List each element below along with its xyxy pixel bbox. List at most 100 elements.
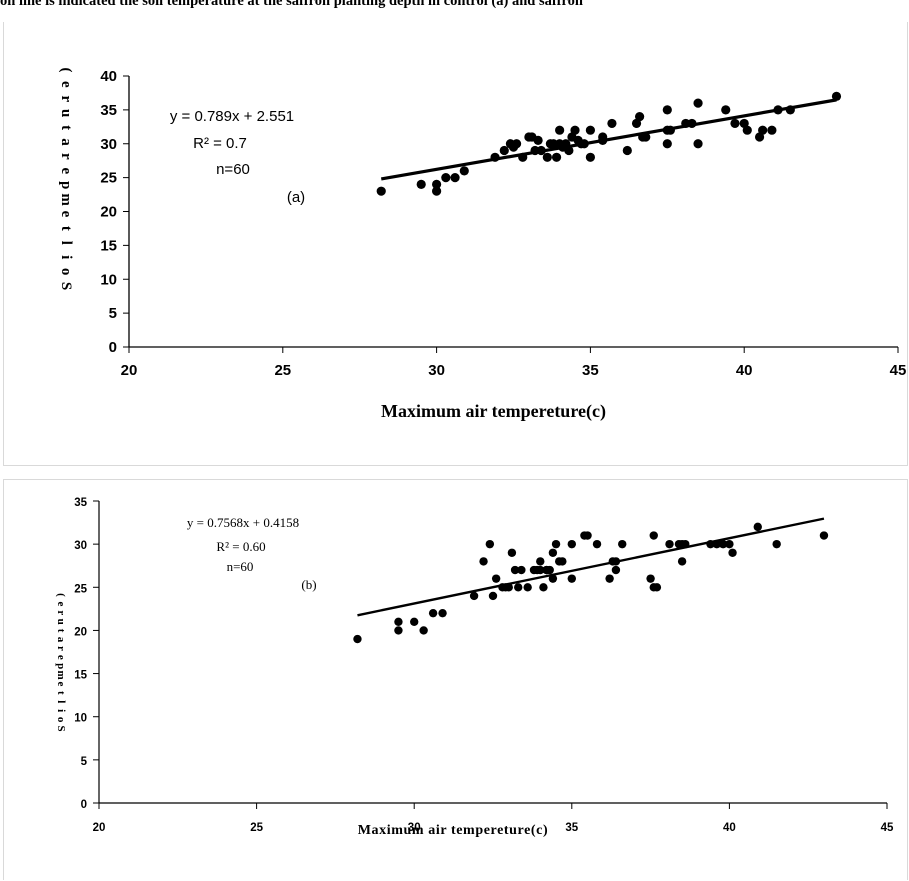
chart-a-data-point xyxy=(545,139,556,149)
chart-b-data-point xyxy=(488,591,498,601)
chart-a-data-point xyxy=(662,139,672,149)
chart-a-data-point xyxy=(570,125,580,135)
chart-a-data-point xyxy=(555,125,565,135)
chart-b-data-point xyxy=(532,565,542,575)
chart-a-y-tick-label: 5 xyxy=(109,305,117,322)
chart-b-data-point xyxy=(649,531,658,540)
chart-a-data-point xyxy=(508,142,519,152)
chart-a-y-axis-label-char: r xyxy=(58,95,74,102)
chart-b-data-point xyxy=(753,522,762,532)
chart-a-y-tick-label: 0 xyxy=(109,339,117,356)
chart-b-data-point xyxy=(394,626,403,635)
chart-a-y-axis-label-char: i xyxy=(58,255,74,259)
chart-b-data-point xyxy=(469,591,479,601)
chart-b-data-point xyxy=(608,557,617,566)
chart-a-y-axis-label-char: t xyxy=(58,226,74,231)
chart-a-x-tick-label: 25 xyxy=(274,362,291,379)
chart-a-x-tick-label: 35 xyxy=(582,362,599,379)
chart-b-data-point xyxy=(523,583,532,592)
chart-b-data-point xyxy=(728,548,737,557)
chart-a-data-point xyxy=(767,125,777,135)
chart-b-data-point xyxy=(514,583,523,592)
chart-a-data-point xyxy=(662,105,672,115)
chart-b-y-axis-label-char: p xyxy=(55,663,67,669)
chart-a-data-point xyxy=(693,98,703,108)
chart-a-data-point xyxy=(585,125,596,135)
chart-b-data-point xyxy=(551,539,561,549)
chart-b-data-point xyxy=(491,574,501,583)
chart-a-y-axis-label-char: u xyxy=(58,109,74,117)
chart-a-data-point xyxy=(758,125,768,135)
chart-b-data-point xyxy=(605,574,614,583)
chart-a-data-point xyxy=(490,152,500,162)
chart-b-x-tick-label: 40 xyxy=(723,822,736,834)
chart-a-y-axis-label-char: S xyxy=(58,282,74,290)
chart-b-data-point xyxy=(410,617,419,626)
chart-b-data-point xyxy=(479,557,488,566)
chart-b-y-axis-label-char: t xyxy=(55,691,67,695)
chart-b-data-point xyxy=(353,634,362,644)
chart-b-data-point xyxy=(539,583,548,592)
chart-b-y-axis-label-char: r xyxy=(55,610,67,615)
chart-a-y-axis-label-char: e xyxy=(58,81,74,88)
chart-a-annotation: R² = 0.7 xyxy=(193,135,247,152)
chart-a-trendline xyxy=(380,98,837,181)
chart-a-data-point xyxy=(773,105,783,115)
chart-a-y-axis-label-char: o xyxy=(58,268,74,276)
chart-a-frame xyxy=(3,22,908,466)
chart-b-y-axis-label-char: l xyxy=(55,700,67,703)
chart-a-annotation: (a) xyxy=(287,189,305,206)
chart-b-data-point xyxy=(507,548,517,557)
chart-a-y-axis-label-char: a xyxy=(58,138,74,146)
chart-b-y-axis-label-char: o xyxy=(55,717,67,723)
chart-b-data-point xyxy=(504,583,513,592)
chart-b-y-axis-label-char: e xyxy=(55,655,67,660)
chart-b-y-axis-label-char: m xyxy=(55,671,67,680)
chart-b-y-axis-label-char: e xyxy=(55,682,67,687)
chart-a-y-axis-label-char: m xyxy=(58,193,74,206)
chart-b-y-tick-label: 30 xyxy=(74,540,87,552)
chart-a-data-point xyxy=(542,152,552,162)
chart-b-data-point xyxy=(583,531,592,540)
chart-a-data-point xyxy=(459,166,469,176)
chart-b-y-axis-label-char: i xyxy=(55,709,67,712)
chart-a-y-tick-label: 15 xyxy=(100,237,117,254)
chart-b-data-point xyxy=(646,574,655,583)
figure-caption: on line is indicated the soil temperatur… xyxy=(0,0,583,9)
chart-a-data-point xyxy=(536,145,546,156)
chart-b-data-point xyxy=(677,557,687,566)
chart-b-data-point xyxy=(611,565,621,575)
chart-a-data-point xyxy=(585,152,596,162)
chart-a-data-point xyxy=(551,152,562,162)
chart-b-data-point xyxy=(618,539,627,549)
chart-b-data-point xyxy=(706,539,715,549)
chart-a-data-point xyxy=(730,118,740,129)
chart-b-y-tick-label: 10 xyxy=(74,713,87,725)
chart-b-data-point xyxy=(485,539,495,549)
chart-a-data-point xyxy=(622,145,632,156)
chart-a-data-point xyxy=(598,135,608,145)
chart-b-y-axis-label-char: r xyxy=(55,646,67,651)
chart-a-y-axis-label-char: e xyxy=(58,167,74,174)
chart-b-y-tick-label: 5 xyxy=(81,756,88,768)
chart-a-data-point xyxy=(687,118,697,129)
chart-a-y-axis-label-char: l xyxy=(58,241,74,245)
chart-b-data-point xyxy=(548,548,558,557)
chart-b-data-point xyxy=(592,539,602,549)
chart-a-x-tick-label: 20 xyxy=(121,362,138,379)
chart-b-data-point xyxy=(652,583,662,592)
chart-b-data-point xyxy=(681,539,690,549)
chart-a-data-point xyxy=(635,112,645,122)
chart-a-y-tick-label: 20 xyxy=(100,204,117,221)
chart-b-data-point xyxy=(819,531,829,540)
chart-b-data-point xyxy=(567,539,576,549)
chart-a-data-point xyxy=(831,91,842,101)
chart-b-y-tick-label: 35 xyxy=(74,497,87,509)
chart-b-data-point xyxy=(567,574,576,583)
chart-a-data-point xyxy=(518,152,528,162)
chart-a-x-axis-label: Maximum air tempereture(c) xyxy=(381,401,606,422)
chart-a-data-point xyxy=(499,145,509,156)
